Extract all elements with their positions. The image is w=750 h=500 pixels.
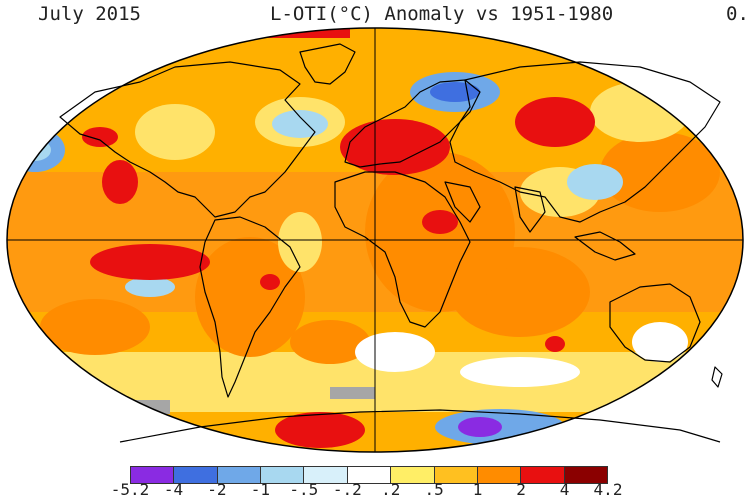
scale-tick-label: 2 [516,480,526,499]
header: July 2015 L-OTI(°C) Anomaly vs 1951-1980… [0,0,750,30]
scale-tick-label: .5 [424,480,444,499]
scale-tick-label: -5.2 [110,480,150,499]
scale-tick-label: -2 [207,480,227,499]
scale-tick-label: 4 [559,480,570,499]
coastlines [59,43,723,443]
color-swatch [174,467,218,483]
map-svg [6,27,744,453]
color-swatch [304,467,348,483]
globe-outline [6,27,744,453]
scale-tick-label: 1 [472,480,483,499]
world-map [0,22,750,458]
scale-tick-label: -4 [163,480,184,499]
color-swatch [564,467,607,483]
color-swatch [131,467,175,483]
color-scale-bar [130,466,608,484]
color-swatch [434,467,478,483]
scale-tick-label: -.5 [289,480,319,499]
color-swatch [347,467,392,483]
scale-tick-label: .2 [381,480,401,499]
color-scale-ticks: -5.2 -4 -2 -1 -.5 -.2 .2 .5 1 2 4 4.2 [0,480,750,500]
color-swatch [521,467,565,483]
scale-tick-label: 4.2 [593,480,623,499]
scale-tick-label: -.2 [332,480,362,499]
color-swatch [477,467,522,483]
color-swatch [391,467,435,483]
color-swatch [217,467,262,483]
anomaly-title: L-OTI(°C) Anomaly vs 1951-1980 [270,3,614,25]
global-mean-value: 0.7 [726,3,750,25]
color-swatch [261,467,305,483]
month-year-label: July 2015 [38,3,141,25]
scale-tick-label: -1 [250,480,270,499]
